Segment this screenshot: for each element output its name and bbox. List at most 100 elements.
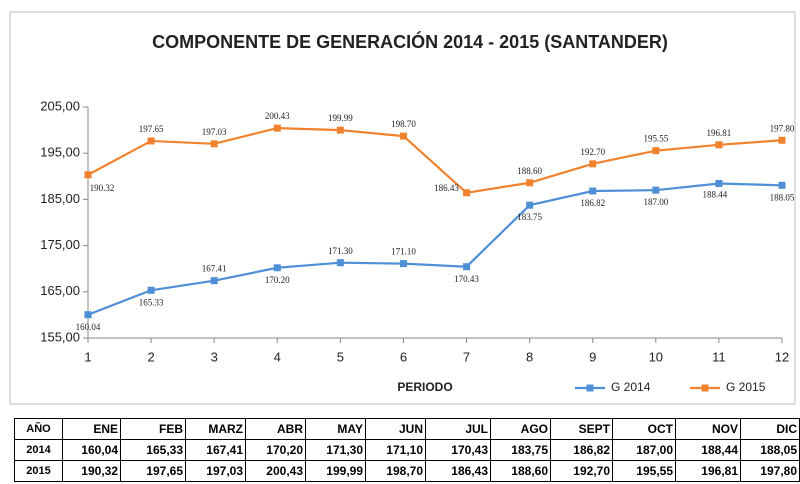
table-cell: DIC (740, 418, 800, 440)
x-tick-label: 2 (147, 349, 154, 364)
point-marker (147, 137, 155, 145)
table-cell: 160,04 (62, 439, 121, 461)
table-cell: 2015 (14, 460, 63, 482)
x-tick-label: 7 (463, 349, 470, 364)
table-cell: SEPT (550, 418, 613, 440)
data-label: 186.82 (580, 198, 605, 208)
point-marker (589, 187, 597, 195)
data-label: 171.10 (391, 247, 416, 257)
data-label: 160.04 (76, 322, 101, 332)
y-tick-label: 175,00 (40, 237, 80, 252)
point-marker (273, 264, 281, 272)
y-tick-label: 205,00 (40, 98, 80, 113)
data-label: 170.43 (454, 274, 479, 284)
table-cell: OCT (612, 418, 676, 440)
table-cell: 171,30 (305, 439, 366, 461)
point-marker (84, 171, 92, 179)
table-cell: 197,80 (740, 460, 800, 482)
table-row: 2014 160,04 165,33 167,41 170,20 171,30 171,10… (14, 439, 800, 461)
chart-frame (9, 11, 796, 405)
x-tick-label: 11 (712, 349, 726, 364)
data-label: 197.80 (770, 123, 795, 133)
table-header: AÑO ENE FEB MARZ ABR MAY JUN JUL AGO SEPT OCT NOV DI… (14, 418, 800, 440)
chart-title: COMPONENTE DE GENERACIÓN 2014 - 2015 (SA… (152, 31, 668, 52)
point-marker (715, 180, 723, 188)
point-marker (652, 147, 660, 155)
table-cell: AGO (490, 418, 551, 440)
table-cell: 167,41 (185, 439, 246, 461)
table-cell: 165,33 (120, 439, 186, 461)
point-marker (399, 132, 407, 140)
x-tick-label: 12 (775, 349, 789, 364)
data-label: 187.00 (643, 197, 668, 207)
chart: COMPONENTE DE GENERACIÓN 2014 - 2015 (SA… (9, 11, 796, 405)
point-marker (336, 126, 344, 134)
point-marker (652, 186, 660, 194)
table-cell: NOV (675, 418, 741, 440)
point-marker (84, 311, 92, 319)
table-cell: JUN (365, 418, 426, 440)
legend-label: G 2014 (611, 380, 651, 394)
x-tick-label: 8 (526, 349, 533, 364)
point-marker (526, 201, 534, 209)
table-cell: 171,10 (365, 439, 426, 461)
data-label: 190.32 (90, 183, 115, 193)
data-label: 198.70 (391, 119, 416, 129)
table-cell: ABR (245, 418, 306, 440)
x-tick-label: 6 (400, 349, 407, 364)
data-label: 188.60 (517, 166, 542, 176)
table-cell: 183,75 (490, 439, 551, 461)
table-cell: 170,20 (245, 439, 306, 461)
table-cell: 200,43 (245, 460, 306, 482)
data-label: 171.30 (328, 246, 353, 256)
x-axis-label: PERIODO (397, 380, 452, 394)
series-line (87, 127, 783, 194)
point-marker (210, 277, 218, 285)
legend-marker (586, 384, 594, 392)
x-tick-label: 9 (589, 349, 596, 364)
legend-marker (701, 384, 709, 392)
data-label: 200.43 (265, 111, 290, 121)
table-cell: 199,99 (305, 460, 366, 482)
series-line (87, 182, 783, 316)
table-cell: AÑO (14, 418, 63, 440)
x-tick-label: 10 (649, 349, 663, 364)
data-label: 192.70 (580, 147, 605, 157)
point-marker (336, 259, 344, 267)
table-cell: 196,81 (675, 460, 741, 482)
table-cell: 190,32 (62, 460, 121, 482)
table-cell: JUL (425, 418, 491, 440)
point-marker (778, 136, 786, 144)
y-tick-label: 195,00 (40, 145, 80, 160)
table-cell: 197,65 (120, 460, 186, 482)
data-label: 186.43 (434, 183, 459, 193)
data-table: AÑO ENE FEB MARZ ABR MAY JUN JUL AGO SEPT OCT NOV DI… (14, 418, 800, 482)
table-cell: 188,05 (740, 439, 800, 461)
data-label: 195.55 (643, 134, 668, 144)
table-cell: 188,44 (675, 439, 741, 461)
point-marker (210, 140, 218, 148)
data-label: 188.44 (703, 190, 728, 200)
point-marker (463, 189, 471, 197)
table-cell: 192,70 (550, 460, 613, 482)
table-cell: 187,00 (612, 439, 676, 461)
point-marker (778, 181, 786, 189)
data-label: 170.20 (265, 275, 290, 285)
table-cell: MAY (305, 418, 366, 440)
table-cell: 198,70 (365, 460, 426, 482)
table-cell: 195,55 (612, 460, 676, 482)
legend-label: G 2015 (726, 380, 766, 394)
point-marker (589, 160, 597, 168)
x-tick-label: 5 (337, 349, 344, 364)
data-label: 197.03 (202, 127, 227, 137)
y-tick-label: 155,00 (40, 329, 80, 344)
table-cell: 188,60 (490, 460, 551, 482)
data-label: 199.99 (328, 113, 353, 123)
y-tick-label: 165,00 (40, 283, 80, 298)
data-label: 165.33 (139, 297, 164, 307)
data-label: 167.41 (202, 264, 227, 274)
table-cell: MARZ (185, 418, 246, 440)
point-marker (463, 263, 471, 271)
point-marker (399, 260, 407, 268)
